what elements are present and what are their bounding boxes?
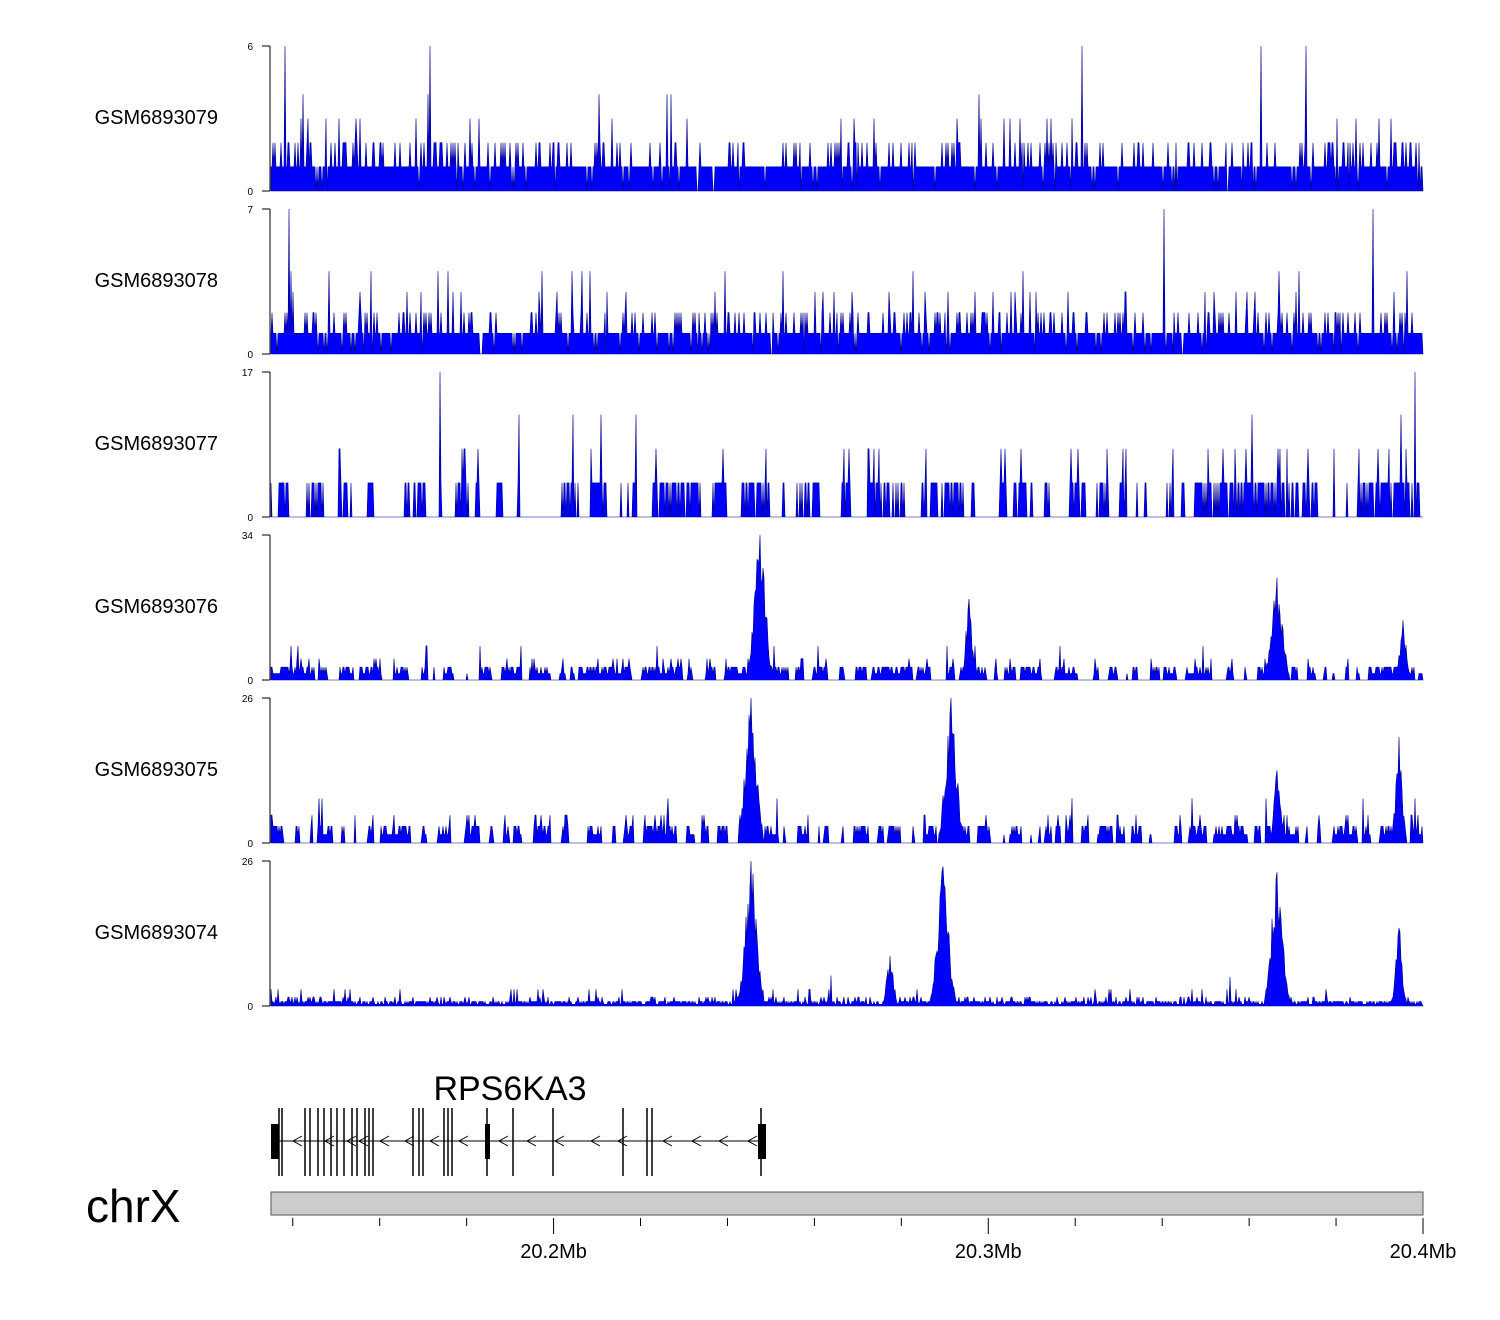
y-min-label: 0	[247, 187, 253, 198]
coverage-tracks: GSM689307960GSM689307870GSM6893077170GSM…	[95, 42, 1424, 1013]
gene-name: RPS6KA3	[433, 1070, 586, 1108]
track-label: GSM6893077	[95, 433, 218, 455]
y-min-label: 0	[247, 676, 253, 687]
axis-tick-label: 20.4Mb	[1390, 1241, 1457, 1263]
y-max-label: 6	[247, 42, 253, 53]
track-GSM6893075: GSM6893075 26 0	[95, 694, 1424, 850]
strand-arrow	[345, 1135, 357, 1147]
track-label: GSM6893078	[95, 270, 218, 292]
y-max-label: 34	[242, 531, 254, 542]
y-max-label: 26	[242, 694, 254, 705]
track-GSM6893079: GSM6893079 6 0	[95, 42, 1424, 198]
strand-arrow	[291, 1135, 303, 1147]
track-GSM6893074: GSM6893074 26 0	[95, 857, 1424, 1013]
strand-arrow	[323, 1135, 335, 1147]
axis-tick-label: 20.2Mb	[520, 1241, 587, 1263]
coverage-area	[270, 208, 1424, 355]
axis-tick-label: 20.3Mb	[955, 1241, 1022, 1263]
track-GSM6893077: GSM6893077 17 0	[95, 368, 1423, 524]
track-GSM6893078: GSM6893078 7 0	[95, 205, 1424, 361]
strand-arrow	[746, 1135, 758, 1147]
strand-arrow	[717, 1135, 729, 1147]
strand-arrow	[553, 1135, 565, 1147]
y-min-label: 0	[247, 350, 253, 361]
y-max-label: 26	[242, 857, 254, 868]
track-GSM6893076: GSM6893076 34 0	[95, 531, 1424, 687]
y-max-label: 17	[242, 368, 254, 379]
y-min-label: 0	[247, 1002, 253, 1013]
gene-track: RPS6KA3	[271, 1070, 766, 1176]
chromosome-ideogram	[270, 1191, 1424, 1216]
y-min-label: 0	[247, 839, 253, 850]
chromosome-label: chrX	[86, 1180, 181, 1232]
coverage-area	[270, 45, 1424, 192]
track-label: GSM6893079	[95, 107, 218, 129]
utr-block	[758, 1124, 766, 1159]
coverage-area	[270, 371, 1423, 518]
strand-arrow	[497, 1135, 509, 1147]
exon-block	[485, 1124, 490, 1159]
coverage-area	[270, 534, 1424, 681]
strand-arrow	[457, 1135, 469, 1147]
strand-arrow	[690, 1135, 702, 1147]
strand-arrow	[428, 1135, 440, 1147]
coverage-area	[270, 697, 1424, 844]
strand-arrow	[378, 1135, 390, 1147]
strand-arrow	[616, 1135, 628, 1147]
strand-arrow	[403, 1135, 415, 1147]
strand-arrow	[357, 1135, 369, 1147]
y-max-label: 7	[247, 205, 253, 216]
strand-arrow	[589, 1135, 601, 1147]
track-label: GSM6893074	[95, 922, 218, 944]
track-label: GSM6893076	[95, 596, 218, 618]
strand-arrow	[525, 1135, 537, 1147]
utr-block	[271, 1124, 279, 1159]
genome-axis: 20.2Mb 20.3Mb 20.4Mb	[270, 1191, 1457, 1263]
coverage-area	[270, 860, 1424, 1007]
strand-arrow	[661, 1135, 673, 1147]
y-min-label: 0	[247, 513, 253, 524]
track-label: GSM6893075	[95, 759, 218, 781]
